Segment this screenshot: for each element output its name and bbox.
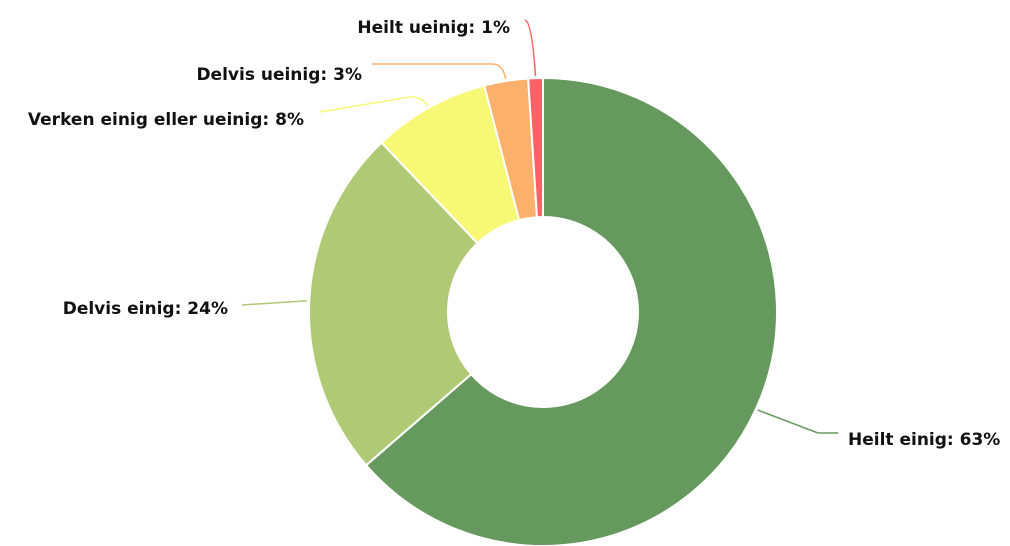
connector-heilt-ueinig	[524, 19, 537, 77]
label-verken-einig-eller-ueinig: Verken einig eller ueinig: 8%	[28, 110, 304, 130]
labels-group: Heilt einig: 63% Delvis einig: 24% Verken …	[28, 18, 1000, 450]
slices-group	[308, 76, 778, 546]
slice-delvis-einig[interactable]	[308, 141, 479, 467]
connectors-group	[241, 19, 838, 434]
connector-delvis-ueinig	[372, 63, 507, 80]
connector-heilt-einig	[757, 409, 838, 434]
label-delvis-einig: Delvis einig: 24%	[63, 299, 228, 319]
slice-heilt-ueinig[interactable]	[527, 76, 544, 219]
label-delvis-ueinig: Delvis ueinig: 3%	[196, 65, 362, 85]
connector-verken-einig-eller-ueinig	[319, 96, 429, 113]
label-heilt-ueinig: Heilt ueinig: 1%	[357, 18, 510, 38]
label-heilt-einig: Heilt einig: 63%	[848, 430, 1000, 450]
connector-delvis-einig	[241, 300, 308, 306]
slice-heilt-einig[interactable]	[364, 76, 778, 546]
